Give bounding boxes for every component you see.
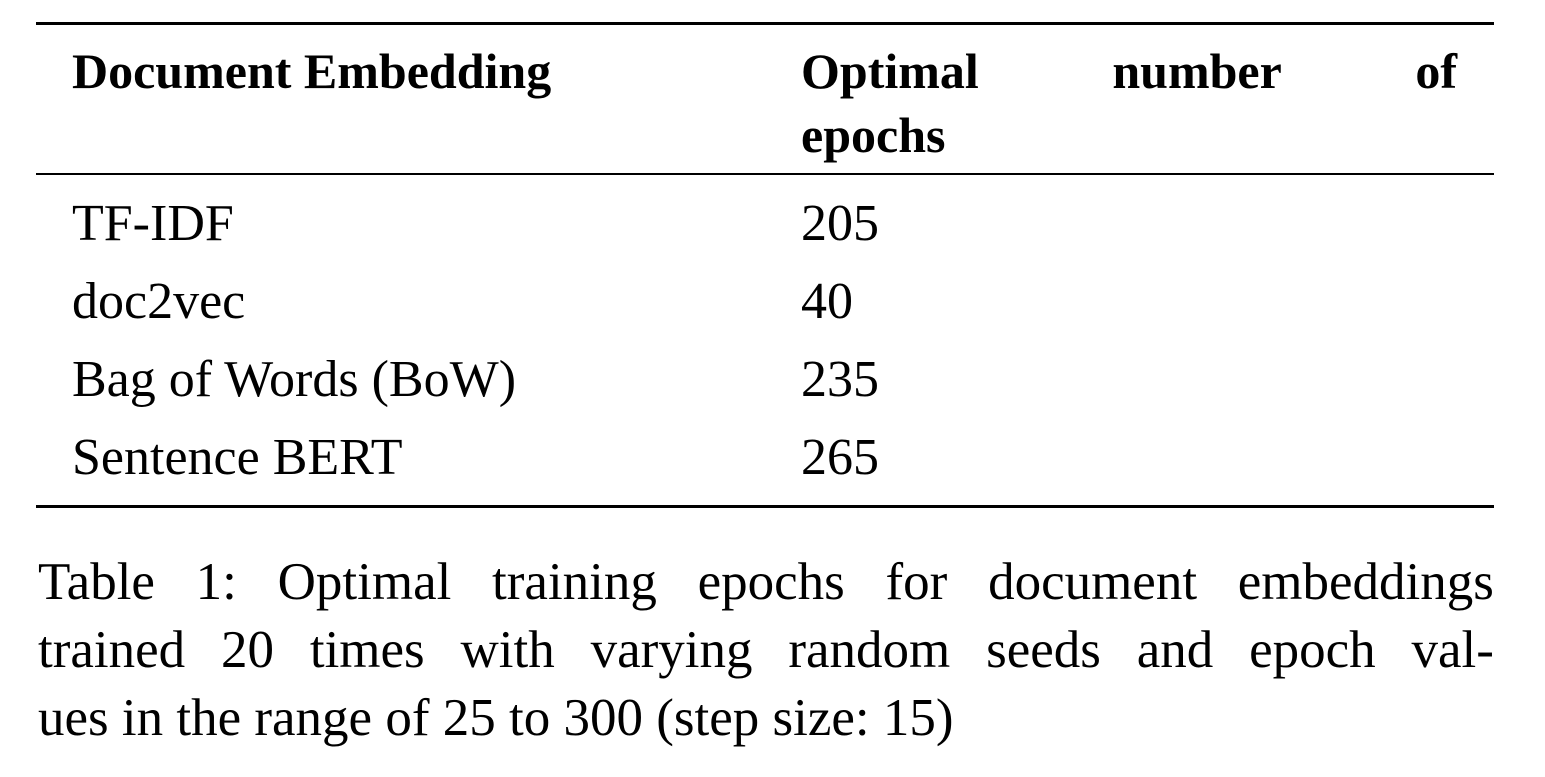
caption-line: ues in the range of 25 to 300 (step size… (38, 689, 954, 747)
caption-word: times (309, 621, 425, 679)
table-row: doc2vec 40 (36, 263, 1494, 341)
caption-word: 20 (221, 621, 274, 679)
header-word: number (1112, 43, 1282, 99)
table-row: Sentence BERT 265 (36, 419, 1494, 497)
results-table: Document Embedding Optimal number of epo… (36, 22, 1494, 508)
caption-word: with (460, 621, 555, 679)
header-word: Optimal (801, 43, 979, 99)
caption-word: 1: (195, 553, 237, 611)
caption-word: for (885, 553, 948, 611)
header-optimal-epochs: Optimal number of epochs (801, 39, 1457, 167)
caption-word: seeds (986, 621, 1101, 679)
table-row: Bag of Words (BoW) 235 (36, 341, 1494, 419)
embedding-name: Bag of Words (BoW) (72, 351, 517, 408)
caption-word: trained (38, 621, 186, 679)
table-caption: Table 1: Optimal training epochs for doc… (38, 548, 1494, 752)
caption-line: Table 1: Optimal training epochs for doc… (38, 548, 1494, 616)
caption-line: trained 20 times with varying random see… (38, 616, 1494, 684)
caption-word: Table (38, 553, 155, 611)
header-document-embedding: Document Embedding (72, 43, 552, 99)
caption-word: random (788, 621, 951, 679)
epochs-value: 205 (801, 195, 879, 252)
table-header-row: Document Embedding Optimal number of epo… (36, 25, 1494, 173)
epochs-value: 235 (801, 351, 879, 408)
table-top-rule (36, 22, 1494, 25)
table-header-rule (36, 173, 1494, 175)
table-bottom-rule (36, 505, 1494, 508)
embedding-name: Sentence BERT (72, 429, 403, 486)
caption-word: val- (1411, 621, 1494, 679)
table-body: TF-IDF 205 doc2vec 40 Bag of Words (BoW)… (36, 175, 1494, 505)
caption-word: training (492, 553, 657, 611)
caption-word: epochs (697, 553, 845, 611)
header-word: epochs (801, 107, 946, 163)
embedding-name: TF-IDF (72, 195, 234, 252)
epochs-value: 40 (801, 273, 853, 330)
caption-word: embeddings (1237, 553, 1494, 611)
caption-word: document (988, 553, 1198, 611)
caption-word: varying (590, 621, 753, 679)
epochs-value: 265 (801, 429, 879, 486)
caption-word: and (1136, 621, 1214, 679)
table-row: TF-IDF 205 (36, 185, 1494, 263)
header-word: of (1415, 43, 1457, 99)
caption-word: Optimal (277, 553, 452, 611)
embedding-name: doc2vec (72, 273, 246, 330)
caption-word: epoch (1249, 621, 1376, 679)
